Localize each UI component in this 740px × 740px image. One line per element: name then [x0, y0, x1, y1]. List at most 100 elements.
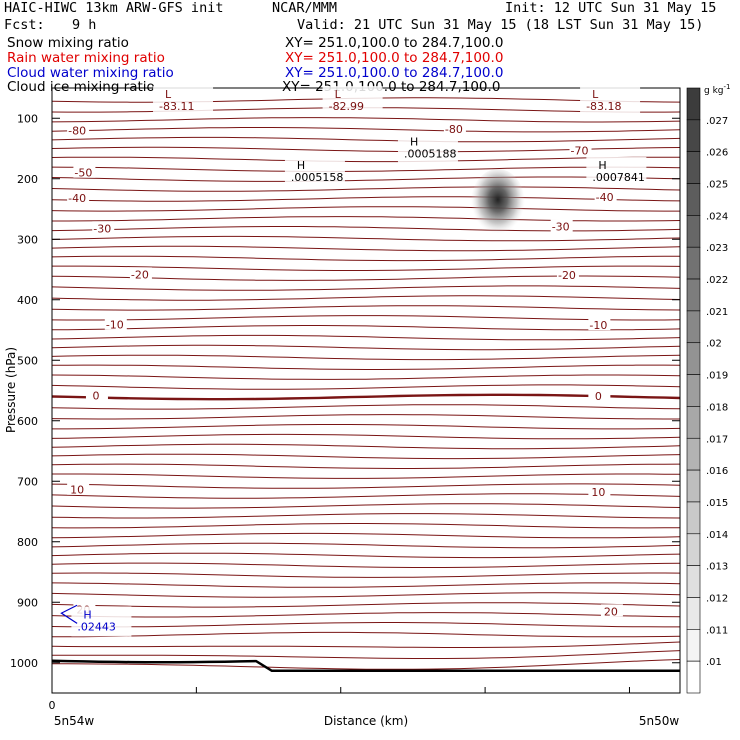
- field-snow-xy: XY= 251.0,100.0 to 284.7,100.0: [285, 35, 504, 51]
- isotherm-label: -50: [74, 167, 92, 180]
- colorbar-swatch: [686, 437, 701, 471]
- isotherm-line: [52, 513, 680, 519]
- valid-time: Valid: 21 UTC Sun 31 May 15 (18 LST Sun …: [297, 17, 704, 33]
- isotherm-line: [52, 136, 680, 143]
- extremum-letter: L: [165, 88, 172, 101]
- colorbar-swatch: [686, 119, 701, 152]
- x-end-label: 5n50w: [639, 714, 680, 728]
- isotherm-line: [52, 552, 680, 559]
- isotherm-label: -70: [571, 144, 589, 157]
- field-rain-xy: XY= 251.0,100.0 to 284.7,100.0: [285, 50, 504, 66]
- isotherm-line: [52, 127, 680, 133]
- isotherm-line: [52, 384, 680, 390]
- isotherm-line: [52, 226, 680, 232]
- field-ice-name: Cloud ice mixing ratio: [7, 79, 155, 95]
- isotherm-label: -80: [68, 124, 86, 137]
- y-tick-label: 500: [17, 354, 38, 367]
- isotherm-label: -10: [589, 319, 607, 332]
- isotherm-line: [52, 354, 680, 361]
- colorbar-label: .012: [706, 593, 728, 604]
- y-tick-label: 800: [17, 536, 38, 549]
- org-label: NCAR/MMM: [272, 0, 338, 16]
- isotherm-line: [52, 255, 680, 262]
- isotherm-line: [52, 393, 680, 401]
- isotherm-line: [52, 503, 680, 509]
- colorbar-label: .021: [706, 307, 728, 318]
- x-start-label: 5n54w: [54, 714, 95, 728]
- colorbar-swatch: [686, 151, 701, 184]
- isotherm-label: 0: [595, 390, 602, 403]
- y-axis-label: Pressure (hPa): [4, 347, 18, 433]
- extremum-letter: H: [598, 159, 606, 172]
- isotherm-line: [52, 334, 680, 341]
- isotherm-line: [52, 659, 680, 670]
- isotherm-label: -40: [596, 191, 614, 204]
- isotherm-line: [52, 453, 680, 460]
- surface-line: [52, 659, 680, 673]
- colorbar-swatch: [686, 278, 701, 312]
- colorbar-label: .022: [706, 275, 728, 286]
- isotherm-line: [52, 424, 680, 430]
- isotherm-line: [52, 493, 680, 499]
- isotherm-line: [52, 265, 680, 271]
- isotherm-line: [52, 315, 680, 321]
- colorbar-label: .015: [706, 498, 728, 509]
- isotherm-line: [52, 602, 680, 608]
- plot-frame: [51, 87, 681, 694]
- y-tick-label: 300: [17, 233, 38, 246]
- y-tick-label: 700: [17, 475, 38, 488]
- isotherm-line: [52, 156, 680, 163]
- colorbar-swatch: [686, 406, 701, 439]
- colorbar-swatch: [686, 501, 701, 535]
- isotherm-line: [52, 245, 680, 252]
- colorbar-swatch: [686, 565, 701, 598]
- isotherm-line: [52, 216, 680, 222]
- y-tick-label: 400: [17, 294, 38, 307]
- model-title: HAIC-HIWC 13km ARW-GFS init: [4, 0, 224, 16]
- extremum-letter: H: [410, 135, 418, 148]
- colorbar-swatch: [686, 469, 701, 503]
- cloud-ice-maximum: [470, 168, 525, 237]
- colorbar-swatch: [686, 246, 701, 280]
- isotherm-line: [52, 364, 680, 370]
- extremum-value: .02443: [77, 620, 116, 633]
- isotherm-label: 10: [70, 484, 84, 497]
- colorbar-label: .01: [706, 657, 722, 668]
- colorbar-swatch: [686, 310, 701, 344]
- isotherm-line: [52, 443, 680, 450]
- colorbar-swatch: [686, 215, 701, 248]
- isotherm-line: [52, 582, 680, 588]
- field-cloudwater-xy: XY= 251.0,100.0 to 284.7,100.0: [285, 65, 504, 81]
- extremum-value: -83.18: [586, 100, 621, 113]
- colorbar-swatch: [686, 597, 701, 630]
- isotherm-line: [52, 542, 680, 549]
- colorbar-swatch: [686, 342, 701, 375]
- isotherm-line: [52, 166, 680, 172]
- extremum-value: -82.99: [329, 100, 364, 113]
- y-tick-label: 1000: [10, 657, 38, 670]
- colorbar-label: .026: [706, 148, 728, 159]
- extremum-letter: L: [592, 88, 599, 101]
- isotherm-label: 20: [604, 605, 618, 618]
- extremum-letter: H: [297, 159, 305, 172]
- isotherm-line: [52, 650, 680, 659]
- isotherm-label: -10: [106, 319, 124, 332]
- extremum-letter: H: [83, 608, 91, 621]
- isotherm-line: [52, 305, 680, 311]
- extremum-value: .0007841: [592, 171, 645, 184]
- colorbar-unit: g kg-1: [704, 83, 730, 96]
- y-tick-label: 600: [17, 415, 38, 428]
- isotherm-line: [52, 641, 680, 648]
- colorbar-label: .014: [706, 530, 728, 541]
- isotherm-line: [52, 285, 680, 291]
- isotherm-line: [52, 117, 680, 123]
- extremum-value: -83.11: [159, 100, 194, 113]
- extremum-value: .0005158: [291, 171, 344, 184]
- x-origin-label: 0: [49, 699, 56, 712]
- isotherm-line: [52, 473, 680, 479]
- colorbar-label: .019: [706, 371, 728, 382]
- isotherm-line: [52, 196, 680, 202]
- isotherm-label: -80: [445, 123, 463, 136]
- isotherm-line: [52, 592, 680, 598]
